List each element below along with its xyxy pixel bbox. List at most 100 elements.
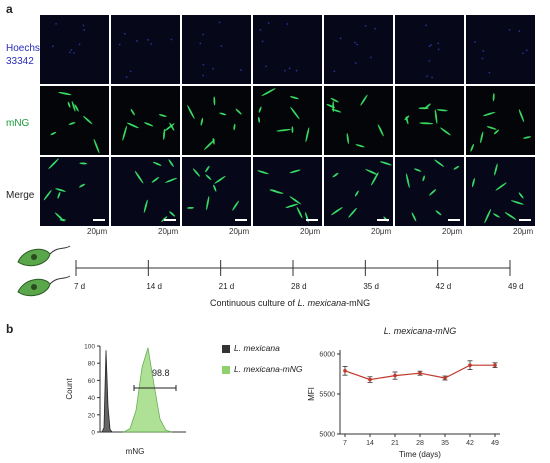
parasite-cell — [492, 92, 495, 102]
parasite-cell — [258, 106, 262, 113]
parasite-cell — [346, 133, 349, 145]
nucleus-dot — [267, 22, 270, 25]
cell-signal-layer — [50, 92, 100, 154]
parasite-cell — [79, 162, 88, 165]
parasite-cell — [289, 96, 299, 100]
cell-signal-layer — [326, 94, 384, 148]
legend-swatch-mng — [222, 366, 230, 374]
parasite-cell — [360, 94, 368, 106]
parasite-cell — [434, 159, 445, 167]
parasite-cell — [205, 174, 212, 181]
cell-signal-layer — [470, 92, 532, 152]
panel-b-label: b — [6, 322, 14, 336]
parasite-cell — [453, 165, 460, 170]
parasite-cell — [486, 126, 497, 130]
row-label-mng: mNG — [6, 118, 30, 129]
nucleus-dot — [474, 41, 476, 43]
cell-signal-layer — [199, 21, 242, 77]
hist-series-mexicana — [101, 350, 113, 433]
parasite-cell — [151, 176, 160, 183]
parasite-cell — [192, 168, 201, 177]
caption-suffix: -mNG — [346, 298, 371, 308]
micrograph-tile — [466, 157, 535, 226]
scale-label: 20μm — [513, 227, 534, 236]
legend-label-mng: L. mexicana-mNG — [234, 364, 303, 374]
row-label-merge: Merge — [6, 190, 35, 201]
parasite-cell — [379, 161, 392, 166]
flow-histogram: 0 20 40 60 80 100 98.8 Count mNG — [65, 344, 186, 456]
cell-signal-layer — [187, 96, 242, 150]
parasite-cell — [206, 196, 210, 211]
micrograph-tile — [111, 157, 180, 226]
cell-signal-layer — [118, 32, 173, 79]
parasite-cell — [164, 123, 175, 132]
timeline-figure — [17, 245, 511, 297]
nucleus-dot — [333, 70, 336, 73]
nucleus-dot — [83, 29, 86, 31]
cell-signal-layer — [259, 22, 298, 72]
parasite-cell — [50, 131, 57, 136]
timeline-tick-label: 49 d — [508, 282, 524, 291]
scale-label: 20μm — [87, 227, 108, 236]
parasite-cell — [57, 191, 61, 199]
parasite-cell — [169, 211, 176, 217]
cell-signal-layer — [258, 88, 310, 143]
parasite-cell — [143, 199, 148, 213]
cell-signal-layer — [405, 159, 460, 222]
parasite-cell — [435, 210, 442, 216]
timeline-tick-label: 28 d — [291, 282, 307, 291]
parasite-icon — [17, 275, 71, 297]
parasite-cell — [518, 192, 524, 199]
parasite-cell — [332, 172, 339, 178]
hist-gate-value: 98.8 — [152, 368, 170, 378]
micrograph-tile — [324, 157, 393, 226]
parasite-cell — [48, 158, 59, 170]
nucleus-dot — [481, 57, 484, 60]
timeline-tick-label: 35 d — [363, 282, 379, 291]
parasite-cell — [484, 208, 492, 224]
timeline-caption: Continuous culture of L. mexicana-mNG — [210, 298, 370, 308]
parasite-cell — [411, 212, 417, 222]
parasite-cell — [377, 124, 384, 137]
nucleus-dot — [51, 45, 54, 48]
row-label-hoechst-line1: Hoechst — [6, 43, 43, 54]
parasite-cell — [71, 100, 76, 112]
line-x-tick-label: 42 — [466, 440, 474, 447]
nucleus-dot — [525, 49, 528, 52]
nucleus-dot — [426, 75, 429, 78]
mfi-point — [443, 376, 447, 380]
parasite-cell — [200, 117, 204, 126]
parasite-cell — [168, 159, 174, 167]
parasite-cell — [331, 207, 343, 216]
line-x-tick-label: 28 — [416, 440, 424, 447]
mfi-line-chart: L. mexicana-mNG 5000 5500 6000 7 14 21 28 35 42 49… — [307, 326, 500, 459]
nucleus-dot — [518, 30, 521, 33]
nucleus-dot — [374, 27, 376, 30]
micrograph-tile — [40, 157, 109, 226]
line-x-tick-label: 49 — [491, 440, 499, 447]
scale-bar — [93, 219, 105, 221]
parasite-cell — [429, 189, 437, 196]
nucleus-dot — [425, 24, 427, 27]
parasite-cell — [134, 170, 144, 184]
nucleus-dot — [431, 76, 433, 79]
nucleus-dot — [239, 69, 242, 71]
parasite-cell — [55, 188, 66, 192]
micrograph-tile — [324, 15, 393, 84]
micrograph-tile — [253, 86, 322, 155]
parasite-cell — [285, 203, 299, 208]
cell-signal-layer — [331, 161, 392, 222]
nucleus-dot — [220, 45, 223, 48]
parasite-cell — [59, 219, 66, 221]
nucleus-dot — [428, 45, 431, 48]
cell-signal-layer — [134, 159, 178, 222]
parasite-cell — [165, 177, 178, 183]
parasite-cell — [365, 169, 379, 176]
line-chart-title: L. mexicana-mNG — [384, 326, 457, 336]
micrograph-tile — [40, 15, 109, 84]
nucleus-dot — [430, 44, 433, 46]
parasite-cell — [422, 175, 425, 182]
nucleus-dot — [369, 56, 372, 59]
micrograph-tile — [40, 86, 109, 155]
parasite-cell — [213, 184, 217, 192]
